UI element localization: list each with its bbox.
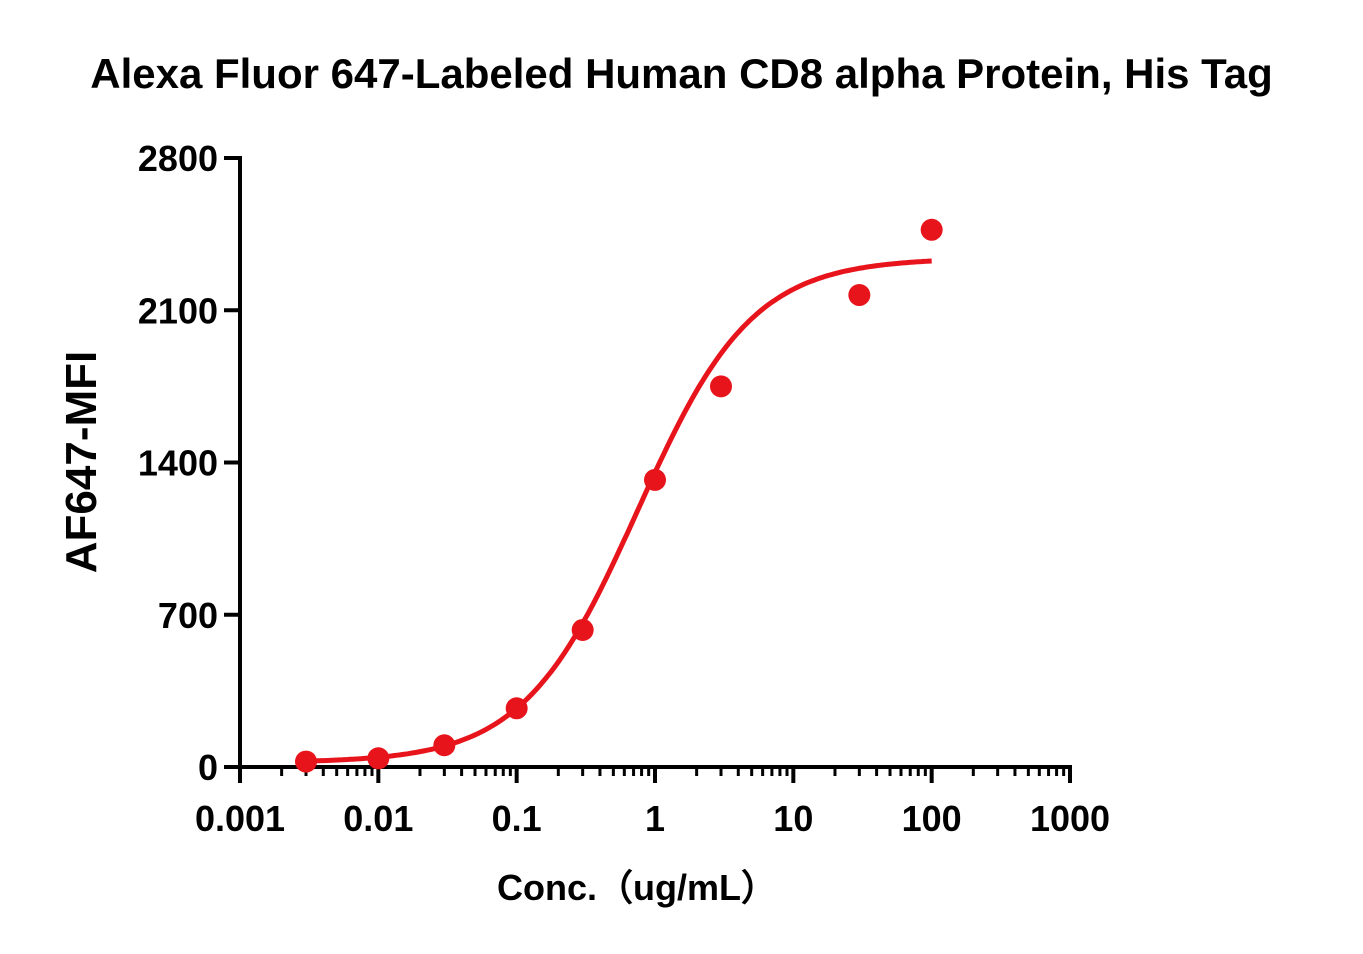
axes: 0 700 1400 2100 2800 0.001 0.01 0.1 1 10 100 1000 <box>138 138 1110 839</box>
y-tick-label: 1400 <box>138 443 218 484</box>
fit-curve-layer <box>306 258 932 764</box>
x-tick-label: 0.01 <box>343 798 413 839</box>
x-tick-label: 1 <box>645 798 665 839</box>
data-point <box>920 218 943 241</box>
data-point <box>505 697 528 720</box>
data-point <box>571 618 594 641</box>
x-tick-label: 100 <box>902 798 962 839</box>
y-tick-label: 2800 <box>138 138 218 179</box>
data-points-layer <box>295 218 943 773</box>
y-tick-label: 0 <box>198 747 218 788</box>
fit-curve <box>306 258 932 764</box>
y-axis-title: AF647-MFI <box>57 351 106 573</box>
chart-title: Alexa Fluor 647-Labeled Human CD8 alpha … <box>90 50 1273 97</box>
x-tick-label: 1000 <box>1030 798 1110 839</box>
y-tick-label: 700 <box>158 595 218 636</box>
x-tick-label: 10 <box>773 798 813 839</box>
data-point <box>367 747 390 770</box>
x-axis-title: Conc.（ug/mL） <box>497 867 777 908</box>
data-point <box>295 750 318 773</box>
data-point <box>710 375 733 398</box>
data-point <box>433 734 456 757</box>
x-tick-label: 0.1 <box>492 798 542 839</box>
data-point <box>848 284 871 307</box>
y-tick-label: 2100 <box>138 290 218 331</box>
data-point <box>644 468 666 491</box>
x-tick-label: 0.001 <box>195 798 285 839</box>
